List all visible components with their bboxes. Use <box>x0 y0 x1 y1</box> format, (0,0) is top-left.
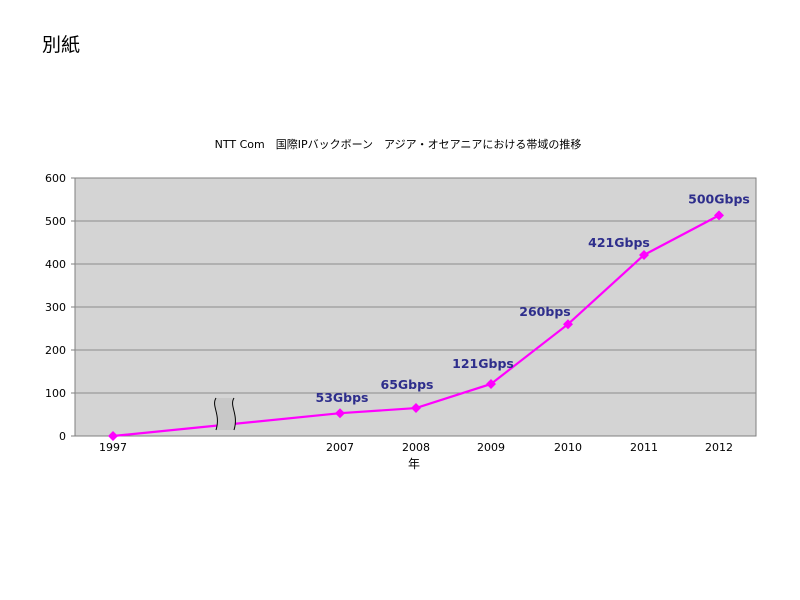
data-label: 65Gbps <box>381 377 434 392</box>
data-point <box>335 408 345 419</box>
axis-break-right-stroke <box>232 397 236 431</box>
chart-title: NTT Com 国際IPバックボーン アジア・オセアニアにおける帯域の推移 <box>215 137 582 151</box>
data-label: 260bps <box>519 304 570 319</box>
data-label: 500Gbps <box>688 191 750 206</box>
data-point <box>639 249 649 260</box>
data-point <box>714 210 724 221</box>
x-tick-label: 2011 <box>630 441 658 454</box>
y-tick-label: 100 <box>45 387 66 400</box>
x-axis-label: 年 <box>408 457 420 471</box>
x-tick-label: 1997 <box>99 441 127 454</box>
data-label: 421Gbps <box>588 235 650 250</box>
axis-break-fill <box>214 398 236 430</box>
x-tick-label: 2007 <box>326 441 354 454</box>
y-tick-label: 500 <box>45 215 66 228</box>
data-label: 121Gbps <box>452 356 514 371</box>
y-tick-label: 0 <box>59 430 66 443</box>
plot-area: 0 100 200 300 400 500 600 1997 2007 2008 2009 2010 2… <box>45 172 757 454</box>
x-tick-label: 2009 <box>477 441 505 454</box>
y-tick-label: 600 <box>45 172 66 185</box>
x-tick-label: 2012 <box>705 441 733 454</box>
axis-break-left-stroke <box>214 397 218 431</box>
data-point <box>563 319 573 330</box>
y-tick-label: 200 <box>45 344 66 357</box>
data-point <box>411 403 421 414</box>
data-point <box>108 431 118 441</box>
page-heading: 別紙 <box>42 34 81 56</box>
y-tick-label: 400 <box>45 258 66 271</box>
x-tick-label: 2010 <box>554 441 582 454</box>
x-tick-label: 2008 <box>402 441 430 454</box>
data-point <box>486 378 496 389</box>
y-tick-label: 300 <box>45 301 66 314</box>
data-label: 53Gbps <box>316 390 369 405</box>
